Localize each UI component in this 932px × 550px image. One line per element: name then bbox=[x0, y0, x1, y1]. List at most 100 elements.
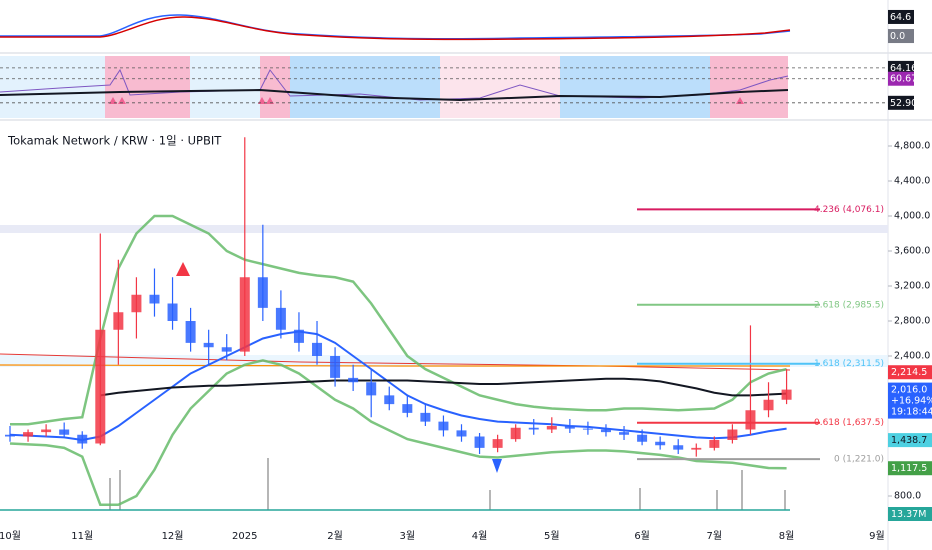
x-tick-label: 6월 bbox=[634, 530, 650, 542]
price-tag-detail: 19:18:44 bbox=[891, 407, 932, 418]
candle-body bbox=[59, 429, 70, 435]
zone bbox=[190, 56, 260, 118]
candle-body bbox=[77, 434, 88, 444]
y-tick-label: 4,400.0 bbox=[894, 176, 930, 187]
overlay-line bbox=[9, 330, 787, 442]
zone bbox=[290, 56, 440, 118]
sell-signal bbox=[492, 459, 502, 473]
candle-body bbox=[655, 441, 666, 446]
candle-body bbox=[239, 277, 250, 352]
y-tick-label: 2,800.0 bbox=[894, 316, 930, 327]
y-tick-label: 3,600.0 bbox=[894, 246, 930, 257]
zone bbox=[560, 56, 710, 118]
value-tag-label: 60.67 bbox=[890, 74, 917, 85]
value-tag bbox=[888, 60, 914, 75]
candle-body bbox=[510, 427, 521, 440]
x-tick-label: 7월 bbox=[707, 530, 723, 542]
x-tick-label: 8월 bbox=[779, 530, 795, 542]
volume-tag-label: 13.37M bbox=[891, 509, 926, 520]
price-tag-label: 2,016.0 bbox=[891, 385, 927, 396]
candle-body bbox=[113, 312, 124, 330]
price-tag-detail: +16.94% bbox=[891, 396, 932, 407]
macd-panel bbox=[0, 14, 791, 41]
x-tick-label: 2025 bbox=[232, 531, 257, 542]
x-tick-label: 4월 bbox=[472, 530, 488, 542]
signal-marker bbox=[109, 97, 744, 104]
zone bbox=[0, 225, 888, 233]
price-tag bbox=[888, 382, 932, 419]
candle-body bbox=[673, 445, 684, 450]
trend-line bbox=[0, 364, 790, 367]
x-tick-label: 12월 bbox=[162, 530, 184, 542]
volume-bars bbox=[109, 458, 786, 510]
candle-body bbox=[131, 294, 142, 313]
price-tag-label: 2,214.5 bbox=[891, 367, 927, 378]
candle-body bbox=[95, 329, 106, 444]
signal-line bbox=[0, 16, 791, 41]
y-tick-label: 3,200.0 bbox=[894, 281, 930, 292]
candle-body bbox=[366, 382, 377, 396]
fib-label: 0.618 (1,637.5) bbox=[814, 418, 884, 428]
price-tag bbox=[888, 365, 932, 380]
candle-body bbox=[185, 321, 196, 343]
candle-body bbox=[312, 342, 323, 356]
candle-body bbox=[348, 377, 359, 383]
y-tick-label: 4,800.0 bbox=[894, 141, 930, 152]
candle-body bbox=[149, 294, 160, 304]
x-tick-label: 2월 bbox=[327, 530, 343, 542]
overlay-line bbox=[9, 359, 787, 506]
candle-body bbox=[528, 427, 539, 430]
candle-body bbox=[582, 428, 593, 430]
fib-label: 4.236 (4,076.1) bbox=[814, 205, 884, 215]
candle-body bbox=[727, 429, 738, 440]
candle-body bbox=[384, 395, 395, 405]
candle-body bbox=[221, 347, 232, 352]
zone bbox=[105, 56, 190, 118]
y-tick-label: 4,000.0 bbox=[894, 211, 930, 222]
candle-body bbox=[5, 434, 15, 437]
rsi-panel bbox=[0, 56, 789, 118]
x-tick-label: 11월 bbox=[71, 530, 93, 542]
price-tag bbox=[888, 433, 932, 448]
zone bbox=[260, 56, 290, 118]
value-tag bbox=[888, 95, 914, 110]
volume-tag bbox=[888, 507, 932, 521]
value-tag bbox=[888, 29, 914, 44]
candle-body bbox=[330, 356, 341, 378]
value-tag bbox=[888, 71, 914, 86]
candle-body bbox=[257, 277, 268, 308]
candle-body bbox=[600, 429, 611, 433]
chart-title: Tokamak Network / KRW · 1일 · UPBIT bbox=[7, 134, 222, 148]
candle-body bbox=[167, 303, 178, 321]
rsi-average bbox=[0, 88, 789, 102]
candle-body bbox=[23, 432, 34, 437]
overlay-line bbox=[10, 214, 787, 426]
candle-body bbox=[619, 432, 630, 435]
y-tick-label: 2,400.0 bbox=[894, 351, 930, 362]
candle-body bbox=[492, 439, 503, 448]
value-tag bbox=[888, 9, 914, 24]
candle-body bbox=[275, 307, 286, 330]
x-tick-label: 5월 bbox=[544, 530, 560, 542]
fib-label: 1.618 (2,311.5) bbox=[814, 359, 884, 369]
trend-line bbox=[0, 353, 791, 371]
candle-body bbox=[637, 434, 648, 442]
candle-body bbox=[456, 430, 467, 437]
price-tag-label: 1,438.7 bbox=[891, 435, 927, 446]
x-tick-label: 10월 bbox=[0, 530, 21, 542]
candle-body bbox=[781, 389, 792, 400]
candle-body bbox=[402, 404, 413, 413]
candle-body bbox=[745, 410, 756, 430]
y-tick-label: 800.0 bbox=[894, 491, 921, 502]
fib-label: 2.618 (2,985.5) bbox=[814, 300, 884, 310]
x-tick-label: 9월 bbox=[869, 530, 885, 542]
macd-line bbox=[0, 14, 791, 40]
zone bbox=[440, 56, 560, 118]
price-tag bbox=[888, 461, 932, 476]
candle-body bbox=[420, 412, 431, 422]
overlay-line bbox=[100, 377, 787, 397]
buy-signal bbox=[176, 262, 190, 276]
candle-body bbox=[546, 426, 557, 430]
value-tag-label: 0.0 bbox=[890, 31, 905, 42]
